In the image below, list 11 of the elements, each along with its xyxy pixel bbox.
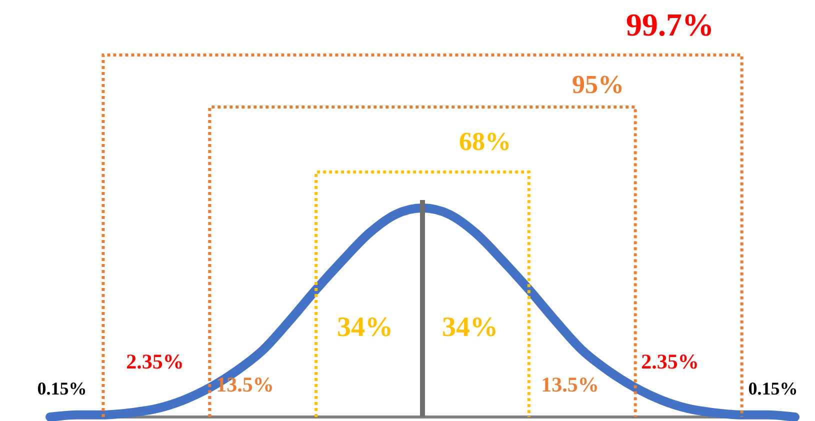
annotation: 34% [442, 312, 498, 344]
annotation: 0.15% [748, 378, 798, 400]
annotation: 0.15% [37, 378, 87, 400]
annotation: 2.35% [641, 350, 699, 374]
annotation: 13.5% [541, 372, 599, 398]
annotation: 34% [337, 312, 393, 344]
text: 99.7% [626, 6, 714, 44]
text: 68% [459, 127, 511, 157]
annotation: 13.5% [216, 372, 274, 398]
text: 95% [572, 70, 624, 100]
annotation: 2.35% [126, 350, 184, 374]
